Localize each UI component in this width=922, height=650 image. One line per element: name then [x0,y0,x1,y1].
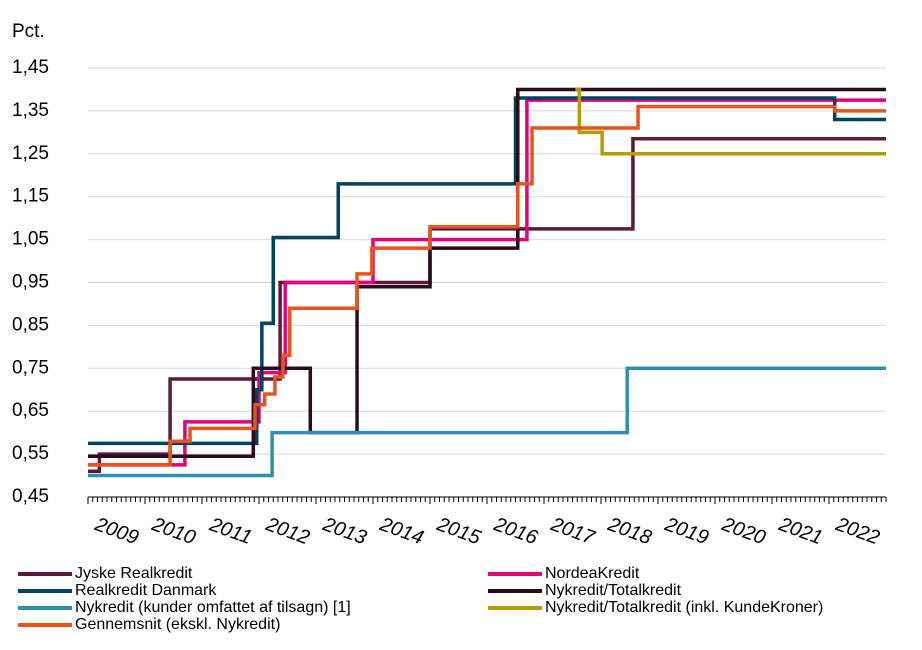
y-tick-label: 0,75 [12,357,49,378]
x-tick-label: 2019 [661,513,711,549]
x-tick-label: 2022 [832,513,882,549]
y-tick-label: 0,55 [12,443,49,464]
x-tick-label: 2017 [547,513,598,550]
legend-label: Gennemsnit (ekskl. Nykredit) [75,616,280,633]
series-line [88,87,886,458]
x-tick-label: 2014 [376,513,426,549]
x-tick-label: 2015 [433,513,484,550]
legend-label: Nykredit/Totalkredit [545,582,682,599]
y-tick-label: 0,95 [12,272,49,293]
x-tick-label: 2010 [148,513,198,549]
x-tick-label: 2021 [775,513,825,549]
y-tick-label: 0,85 [12,314,49,335]
x-tick-label: 2018 [604,513,654,549]
y-tick-label: 1,35 [12,100,49,121]
series-line [88,104,886,467]
x-tick-label: 2013 [319,513,369,549]
y-tick-label: 1,25 [12,143,49,164]
series-line [88,366,886,478]
y-tick-label: 0,65 [12,400,49,421]
y-tick-label: 1,15 [12,186,49,207]
x-tick-label: 2016 [490,513,541,550]
legend-label: NordeaKredit [545,565,640,582]
legend-label: Realkredit Danmark [75,582,217,599]
legend-label: Nykredit/Totalkredit (inkl. KundeKroner) [545,599,823,616]
x-tick-label: 2009 [91,513,141,549]
x-tick-label: 2020 [718,513,768,549]
series-line [575,87,886,156]
y-tick-label: 0,45 [12,486,49,507]
series-line [88,96,886,446]
legend-label: Jyske Realkredit [75,565,193,582]
x-tick-label: 2012 [262,513,312,549]
series-line [88,98,886,467]
y-axis-label: Pct. [12,21,45,42]
y-tick-label: 1,05 [12,229,49,250]
y-tick-label: 1,45 [12,57,49,78]
legend-label: Nykredit (kunder omfattet af tilsagn) [1… [75,599,351,616]
x-tick-label: 2011 [206,513,255,549]
